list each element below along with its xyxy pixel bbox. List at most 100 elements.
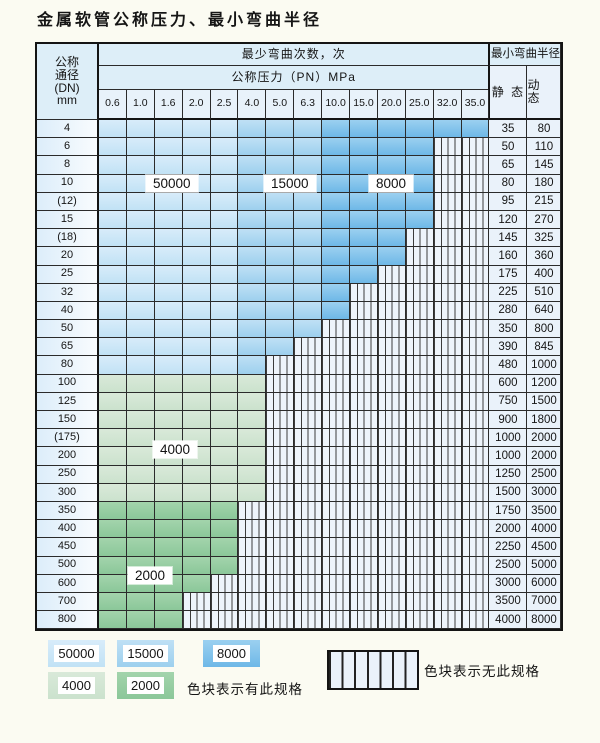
static-radius-cell: 1750 xyxy=(489,501,528,521)
pn-cell xyxy=(154,411,183,430)
pn-cell xyxy=(182,501,211,521)
static-radius-cell: 1500 xyxy=(489,483,528,502)
pn-cell xyxy=(126,338,155,357)
pn-cell xyxy=(210,338,239,357)
legend-swatch-8000: 8000 xyxy=(203,640,260,667)
pn-cell xyxy=(405,374,434,393)
spec-table: 公称 通径 (DN) mm 最少弯曲次数，次 最小弯曲半径 公称压力（PN）MP… xyxy=(35,42,564,632)
pn-cell xyxy=(210,429,239,448)
pn-cell xyxy=(238,156,267,175)
pn-cell xyxy=(210,411,239,430)
pn-cell xyxy=(182,120,211,139)
cycle-count-label: 50000 xyxy=(146,175,198,192)
pn-cell xyxy=(461,174,490,193)
pn-cell xyxy=(99,429,127,448)
legend-swatch-label: 8000 xyxy=(213,645,250,662)
pn-cell xyxy=(322,447,351,466)
pn-cell xyxy=(350,411,378,430)
pn-cell xyxy=(210,138,239,157)
pn-cell xyxy=(99,338,127,357)
pn-cell xyxy=(126,538,155,557)
pn-cell xyxy=(294,520,323,539)
pn-cell xyxy=(210,574,239,593)
pn-cell xyxy=(377,447,406,466)
pn-column-header: 10.0 xyxy=(322,90,351,120)
dn-cell: 150 xyxy=(37,411,99,430)
static-radius-cell: 2500 xyxy=(489,556,528,575)
static-radius-cell: 2250 xyxy=(489,538,528,557)
pn-cell xyxy=(405,501,434,521)
dynamic-radius-cell: 1000 xyxy=(527,356,562,375)
pn-cell xyxy=(294,538,323,557)
cycle-count-label: 2000 xyxy=(128,567,173,584)
pn-cell xyxy=(322,320,351,339)
pn-cell xyxy=(182,374,211,393)
static-radius-cell: 900 xyxy=(489,411,528,430)
pn-cell xyxy=(461,411,490,430)
pn-cell xyxy=(433,138,462,157)
pn-cell xyxy=(461,465,490,484)
pn-cell xyxy=(210,174,239,193)
pn-cell xyxy=(238,192,267,211)
pn-cell xyxy=(433,120,462,139)
pn-cell xyxy=(322,247,351,266)
pn-cell xyxy=(99,283,127,302)
dn-cell: 65 xyxy=(37,338,99,357)
pn-cell xyxy=(433,611,462,630)
pn-cell xyxy=(99,192,127,211)
pn-cell xyxy=(350,447,378,466)
pn-cell xyxy=(322,338,351,357)
dynamic-radius-cell: 3000 xyxy=(527,483,562,502)
pn-cell xyxy=(405,229,434,248)
pn-cell xyxy=(433,465,462,484)
dn-cell: 600 xyxy=(37,574,99,593)
pn-cell xyxy=(461,429,490,448)
static-radius-cell: 480 xyxy=(489,356,528,375)
pn-cell xyxy=(154,520,183,539)
pn-cell xyxy=(405,392,434,411)
pn-cell xyxy=(154,392,183,411)
pn-cell xyxy=(126,374,155,393)
dn-cell: 40 xyxy=(37,301,99,321)
pn-cell xyxy=(350,265,378,284)
pn-cell xyxy=(99,265,127,284)
dn-cell: 10 xyxy=(37,174,99,193)
pn-cell xyxy=(433,447,462,466)
pn-cell xyxy=(210,192,239,211)
min-bend-radius-header: 最小弯曲半径 xyxy=(488,44,562,66)
pn-cell xyxy=(294,247,323,266)
pn-cell xyxy=(238,483,267,502)
dynamic-radius-cell: 215 xyxy=(527,192,562,211)
dynamic-radius-cell: 800 xyxy=(527,320,562,339)
pn-cell xyxy=(405,520,434,539)
pn-cell xyxy=(433,538,462,557)
pn-cell xyxy=(433,156,462,175)
dynamic-radius-cell: 80 xyxy=(527,120,562,139)
pn-cell xyxy=(350,392,378,411)
pn-cell xyxy=(350,374,378,393)
pn-cell xyxy=(350,429,378,448)
pn-cell xyxy=(154,483,183,502)
pn-column-header: 1.0 xyxy=(126,90,155,120)
pn-cell xyxy=(461,356,490,375)
pn-cell xyxy=(266,447,295,466)
pn-cell xyxy=(126,120,155,139)
pn-cell xyxy=(350,192,378,211)
pn-cell xyxy=(433,392,462,411)
legend-swatch-4000: 4000 xyxy=(48,672,105,699)
pn-cell xyxy=(126,520,155,539)
pn-cell xyxy=(99,392,127,411)
pn-cell xyxy=(266,520,295,539)
pn-cell xyxy=(350,338,378,357)
pn-cell xyxy=(210,356,239,375)
pn-cell xyxy=(405,356,434,375)
pn-column-header: 0.6 xyxy=(99,90,127,120)
dn-cell: 800 xyxy=(37,611,99,630)
pn-cell xyxy=(350,301,378,321)
pn-cell xyxy=(154,374,183,393)
dn-cell: 50 xyxy=(37,320,99,339)
pn-cell xyxy=(266,556,295,575)
pn-cell xyxy=(350,556,378,575)
pn-cell xyxy=(266,229,295,248)
pn-cell xyxy=(182,301,211,321)
